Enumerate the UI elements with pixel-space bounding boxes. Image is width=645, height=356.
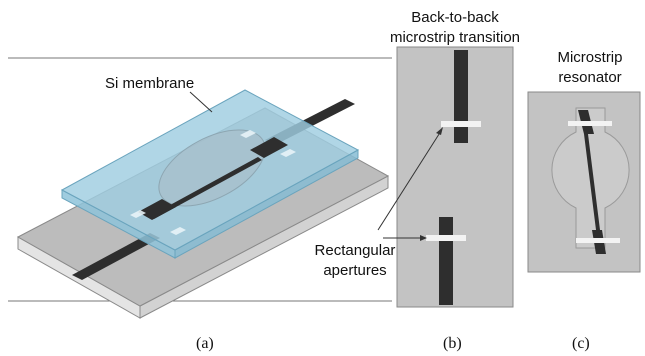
panel-c-resonator: Microstrip resonator (c) [527,49,641,352]
resonator-aperture-top [568,121,612,126]
label-apertures-line2: apertures [323,262,386,279]
resonator-strip-center [150,157,262,219]
caption-b: (b) [443,335,462,352]
microstrip-top [454,50,468,143]
title-c-line2: resonator [558,69,621,86]
panel-a-3d-view: Si membrane (a) [8,57,392,352]
aperture-top [441,121,481,127]
feed-strip-left [72,233,160,280]
label-si-membrane: Si membrane [105,75,194,92]
aperture-left-2 [170,227,186,235]
resonator-pad-left [138,199,176,220]
resonator-aperture-bottom [576,238,620,243]
title-c-line1: Microstrip [557,49,622,66]
panel-b-transition: Back-to-back microstrip transition Recta… [315,9,520,352]
arrowhead-top [436,127,443,135]
aperture-right-1 [240,130,256,138]
caption-c: (c) [572,335,590,352]
resonator-line [584,134,600,230]
membrane-etched-region [158,129,266,207]
title-b-line1: Back-to-back [411,9,499,26]
leader-si-membrane [189,91,213,113]
arrow-to-top-aperture [377,130,442,231]
arrowhead-bottom [420,235,427,241]
caption-a: (a) [196,335,214,352]
title-b-line2: microstrip transition [390,29,520,46]
label-apertures-line1: Rectangular [315,242,396,259]
microstrip-bottom [439,217,453,305]
resonator-pad-right [250,137,288,158]
aperture-right-2 [280,149,296,157]
aperture-left-1 [130,210,146,218]
aperture-bottom [426,235,466,241]
